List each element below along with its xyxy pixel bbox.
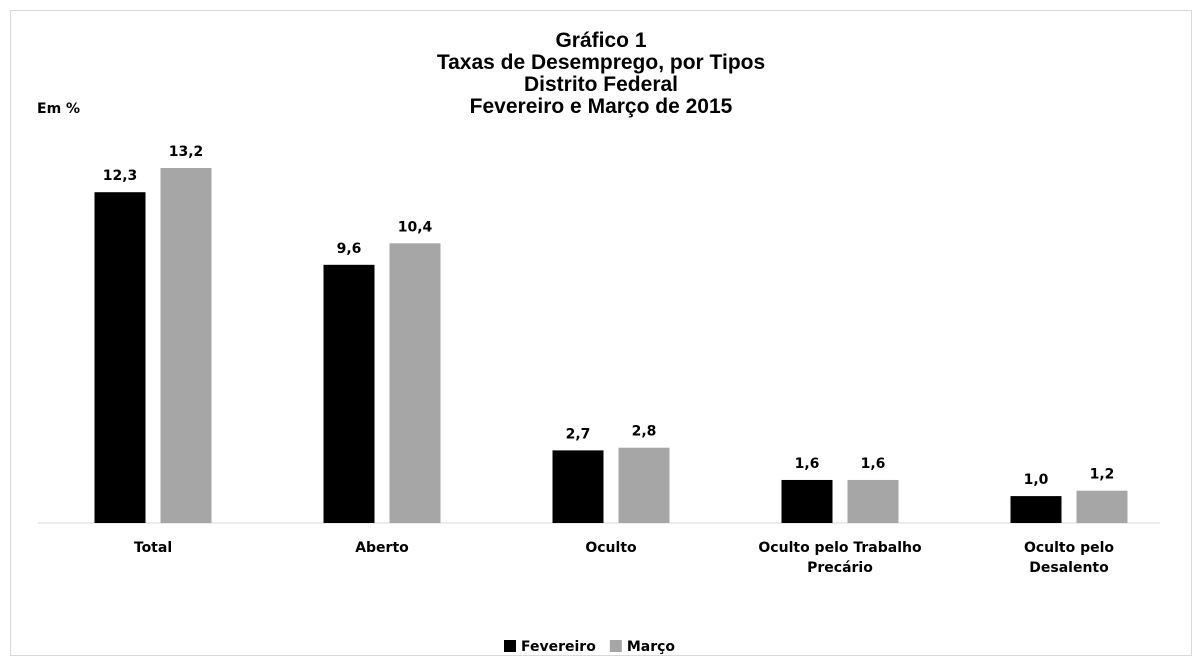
unit-label: Em % xyxy=(37,101,80,117)
bar xyxy=(847,479,899,523)
chart-title: Gráfico 1 Taxas de Desemprego, por Tipos… xyxy=(436,29,766,118)
bar xyxy=(323,264,375,523)
legend-swatch xyxy=(609,640,622,652)
value-label: 9,6 xyxy=(337,241,362,257)
value-label: 13,2 xyxy=(169,144,204,160)
bar xyxy=(160,168,212,523)
x-tick-label: Aberto xyxy=(355,540,409,556)
value-label: 1,6 xyxy=(861,456,886,472)
bar xyxy=(618,447,670,523)
x-tick-label: Oculto xyxy=(585,540,637,556)
bar xyxy=(94,192,146,524)
x-tick-label: Oculto pelo Desalento xyxy=(1023,540,1115,576)
value-label: 1,2 xyxy=(1090,467,1115,483)
bar xyxy=(1010,496,1062,523)
value-label: 2,8 xyxy=(632,424,657,440)
bar xyxy=(552,450,604,523)
value-label: 1,6 xyxy=(795,456,820,472)
legend-swatch xyxy=(504,640,516,652)
legend-label: Fevereiro xyxy=(521,639,596,655)
bar xyxy=(781,479,833,523)
chart-frame xyxy=(10,10,1192,656)
value-label: 1,0 xyxy=(1024,472,1049,488)
bar xyxy=(389,243,441,523)
x-tick-label: Oculto pelo Trabalho Precário xyxy=(758,540,922,576)
x-tick-label: Total xyxy=(133,540,173,556)
value-label: 2,7 xyxy=(566,426,591,442)
bar xyxy=(1076,490,1128,523)
value-label: 10,4 xyxy=(398,219,433,235)
legend-label: Março xyxy=(627,639,676,655)
value-label: 12,3 xyxy=(103,168,138,184)
